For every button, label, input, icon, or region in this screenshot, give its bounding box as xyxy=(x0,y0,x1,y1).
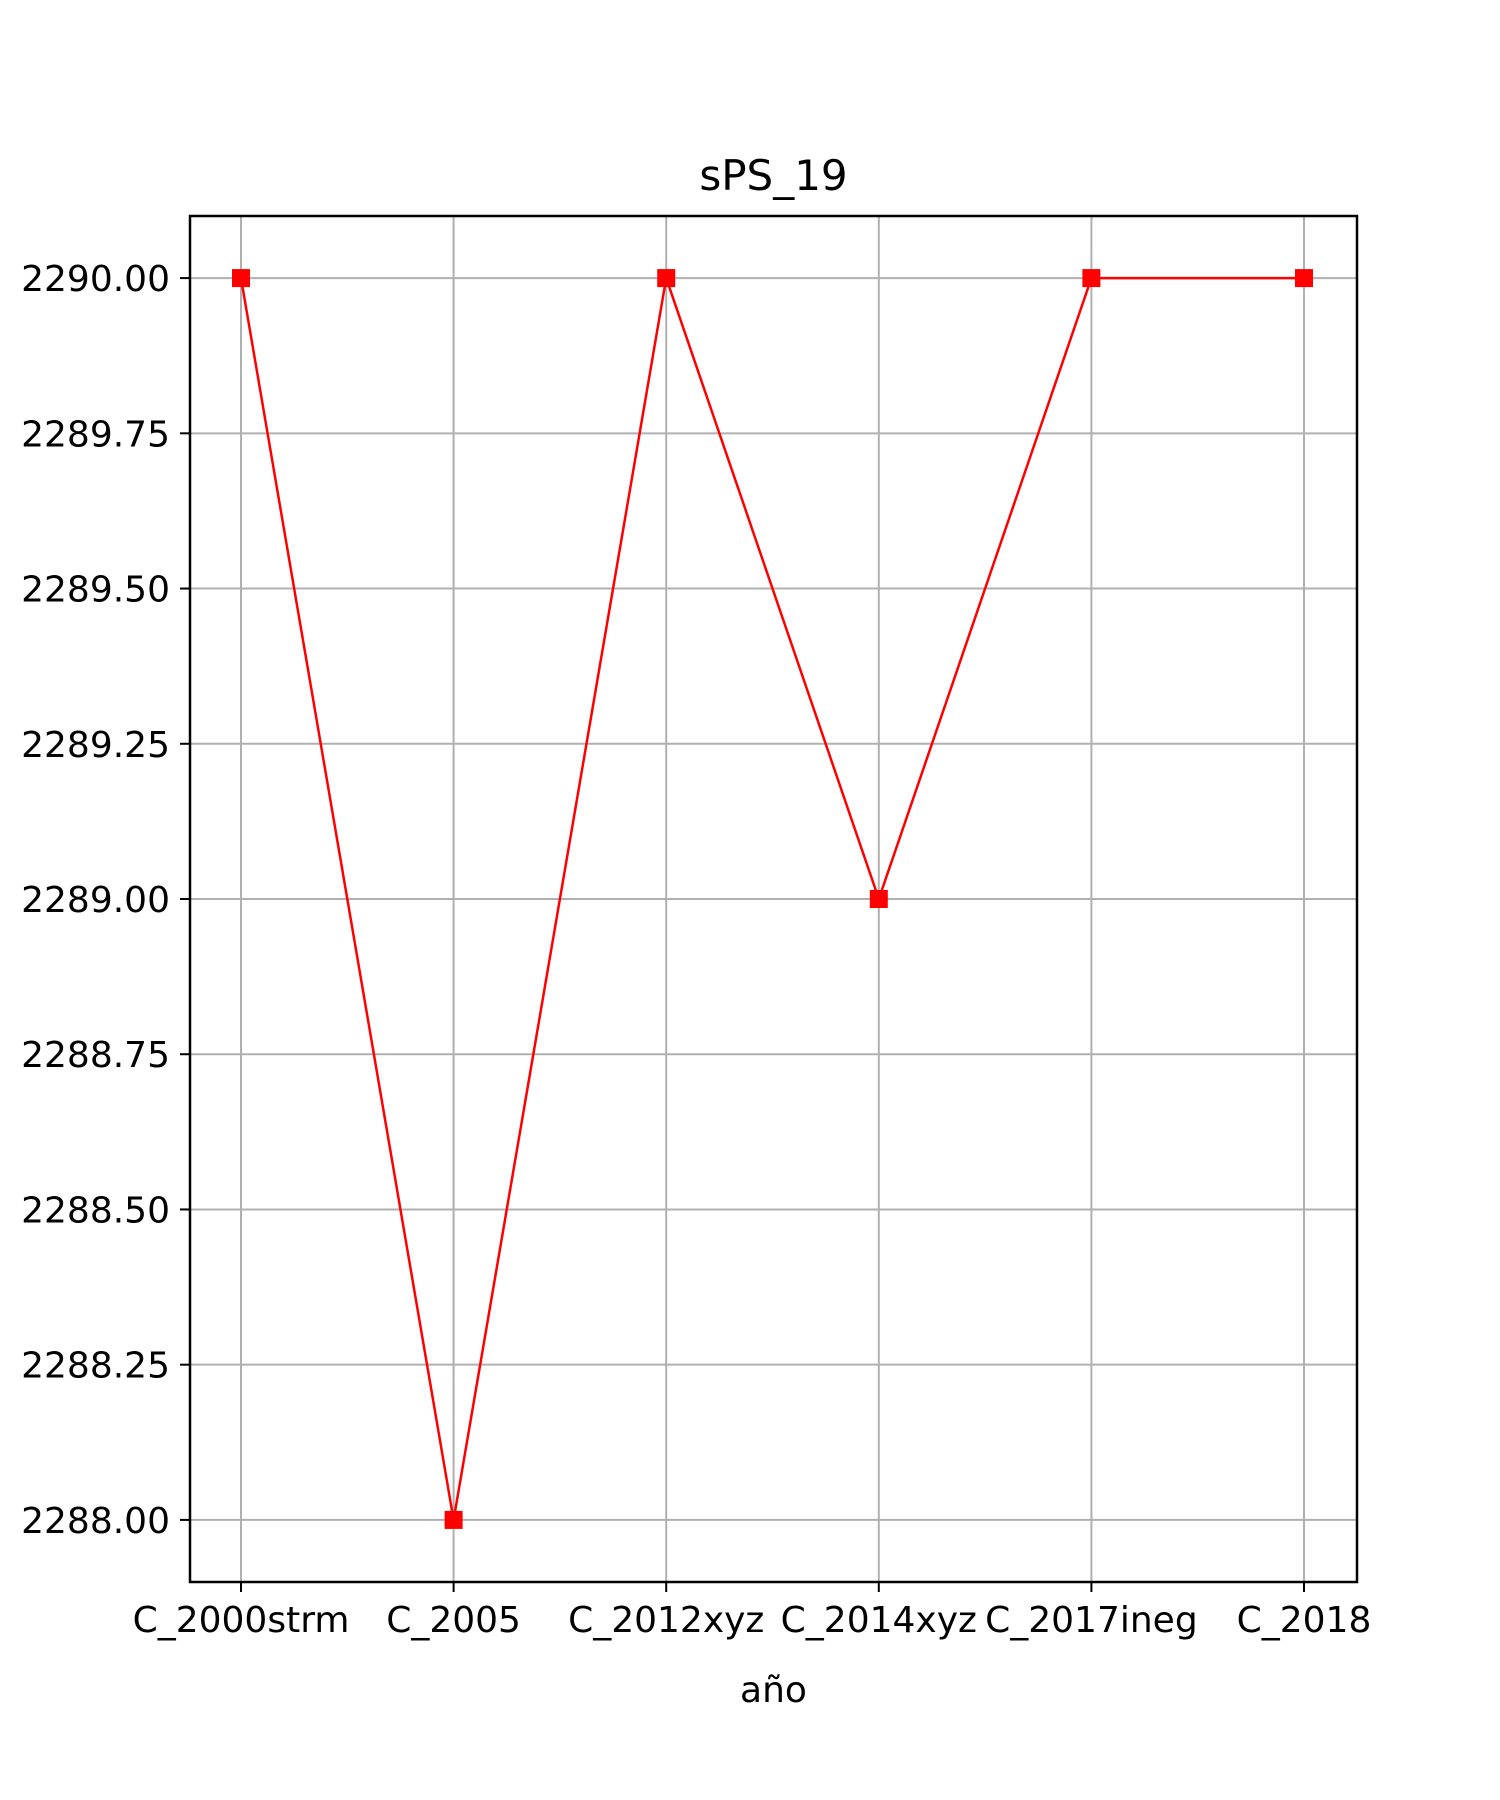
grid-lines xyxy=(190,216,1357,1582)
data-point-marker xyxy=(869,890,888,908)
y-tick-label: 2288.50 xyxy=(21,1190,170,1231)
series-line xyxy=(239,276,1304,1521)
x-tick-label: C_2000strm xyxy=(133,1600,350,1641)
data-point-marker xyxy=(657,269,676,288)
y-tick-label: 2289.75 xyxy=(21,414,170,455)
x-tick-label: C_2012xyz xyxy=(568,1600,764,1641)
y-tick-label: 2288.00 xyxy=(21,1501,170,1542)
y-tick-label: 2288.25 xyxy=(21,1346,170,1387)
data-series xyxy=(232,269,1313,1529)
y-tick-label: 2289.50 xyxy=(21,570,170,611)
x-tick-label: C_2014xyz xyxy=(781,1600,977,1641)
axis-ticks: C_2000strm C_2005 C_2012xyz C_2014xyz C_2017… xyxy=(21,259,1371,1641)
x-tick-label: C_2018 xyxy=(1237,1600,1372,1641)
x-axis-label: año xyxy=(740,1670,807,1711)
y-tick-label: 2290.00 xyxy=(21,259,170,300)
y-tick-label: 2289.25 xyxy=(21,725,170,766)
y-tick-label: 2289.00 xyxy=(21,880,170,921)
data-point-marker xyxy=(444,1510,463,1529)
y-tick-label: 2288.75 xyxy=(21,1035,170,1076)
x-tick-label: C_2005 xyxy=(386,1600,521,1641)
chart-title: sPS_19 xyxy=(699,151,847,200)
data-point-marker xyxy=(1082,269,1101,288)
data-point-marker xyxy=(1295,269,1313,288)
data-point-marker xyxy=(232,269,250,288)
x-tick-label: C_2017ineg xyxy=(985,1600,1198,1641)
